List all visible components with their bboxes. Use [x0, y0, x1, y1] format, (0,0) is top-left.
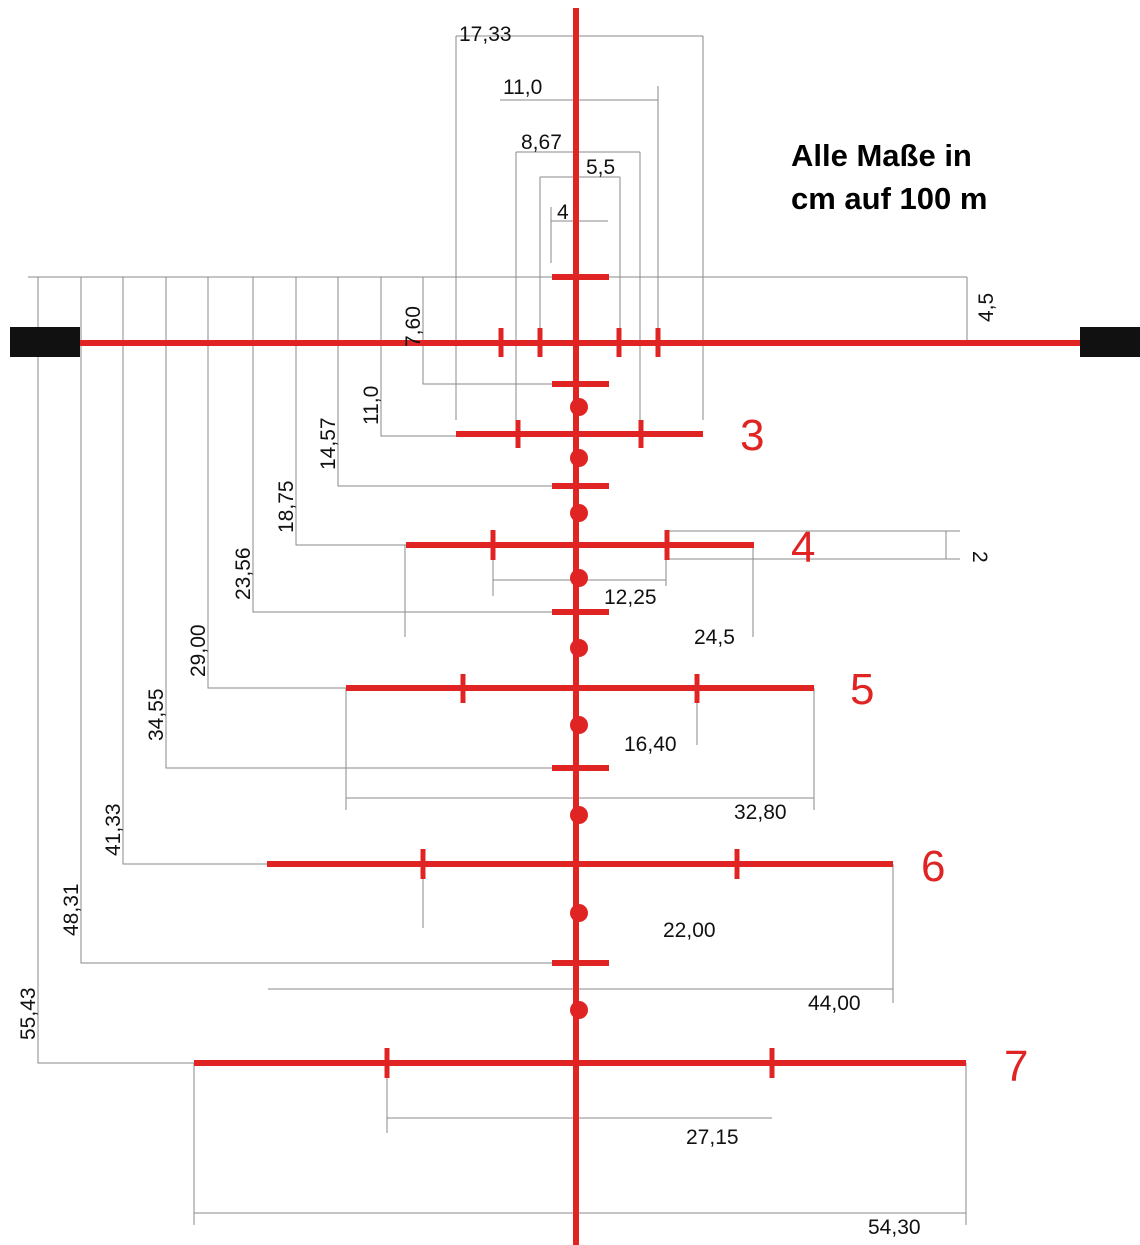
label-44-00: 44,00	[808, 992, 861, 1015]
label-4-5: 4,5	[975, 293, 998, 322]
label-34-55: 34,55	[145, 688, 168, 741]
bar-number-4: 4	[791, 523, 815, 572]
dim-line-2	[668, 530, 960, 560]
dim-line-11-0-hold	[380, 277, 456, 437]
label-48-31: 48,31	[60, 883, 83, 936]
label-22-00: 22,00	[663, 919, 716, 942]
dim-line-14-57	[337, 277, 552, 487]
hold-dot	[570, 639, 588, 657]
hold-dot	[570, 504, 588, 522]
label-18-75: 18,75	[275, 480, 298, 533]
label-24-5: 24,5	[694, 626, 735, 649]
dim-line-34-55	[165, 277, 552, 769]
dim-line-7-60	[422, 277, 552, 385]
dim-line-48-31	[80, 277, 552, 964]
label-2: 2	[968, 551, 991, 563]
label-54-30: 54,30	[868, 1216, 921, 1239]
bar-number-6: 6	[921, 842, 945, 891]
label-55-43: 55,43	[17, 987, 40, 1040]
label-41-33: 41,33	[102, 803, 125, 856]
dim-line-54-30	[193, 1063, 967, 1225]
label-32-80: 32,80	[734, 801, 787, 824]
units-note-line2: cm auf 100 m	[791, 181, 987, 216]
hold-dot	[570, 449, 588, 467]
hold-labels: 7,60 11,0 14,57 18,75 23,56 29,00 34,55 …	[17, 293, 998, 1040]
label-17-33: 17,33	[459, 23, 512, 46]
dim-line-55-43	[37, 277, 195, 1064]
units-note-line1: Alle Maße in	[791, 138, 972, 173]
dim-line-18-75	[295, 277, 407, 546]
bar-numbers: 3 4 5 6 7	[740, 411, 1028, 1091]
label-4: 4	[557, 201, 569, 224]
bar-number-5: 5	[850, 665, 874, 714]
dim-line-23-56	[252, 277, 552, 613]
bar-number-7: 7	[1004, 1042, 1028, 1091]
hold-dot	[570, 716, 588, 734]
hold-dot	[570, 569, 588, 587]
top-width-labels: 17,33 11,0 8,67 5,5 4	[459, 23, 615, 224]
dim-line-4	[550, 207, 608, 263]
hold-dot	[570, 806, 588, 824]
left-post	[10, 327, 80, 357]
label-5-5: 5,5	[586, 156, 615, 179]
hold-dot	[570, 1001, 588, 1019]
dimension-lines	[28, 35, 968, 1225]
dim-line-32-80	[345, 688, 815, 810]
label-29-00: 29,00	[187, 624, 210, 677]
bar-width-labels: 12,25 24,5 16,40 32,80 22,00 44,00 27,15…	[604, 586, 921, 1239]
label-11-0-hold: 11,0	[360, 386, 383, 425]
reticle	[10, 8, 1140, 1245]
right-post	[1080, 327, 1140, 357]
label-12-25: 12,25	[604, 586, 657, 609]
label-16-40: 16,40	[624, 733, 677, 756]
label-11-0: 11,0	[503, 76, 542, 99]
label-7-60: 7,60	[402, 306, 425, 347]
dim-line-41-33	[122, 277, 268, 865]
dim-line-24-5	[404, 545, 754, 637]
label-27-15: 27,15	[686, 1126, 739, 1149]
dim-line-27-15	[386, 1063, 772, 1133]
hold-dot	[570, 904, 588, 922]
dim-line-17-33	[455, 35, 704, 420]
dim-line-5-5	[539, 176, 621, 336]
hold-dot	[570, 398, 588, 416]
bar-number-3: 3	[740, 411, 764, 460]
dim-line-29-00	[207, 277, 347, 689]
dim-line-44-00	[268, 864, 894, 1003]
label-8-67: 8,67	[521, 131, 562, 154]
label-14-57: 14,57	[317, 417, 340, 470]
label-23-56: 23,56	[232, 547, 255, 600]
